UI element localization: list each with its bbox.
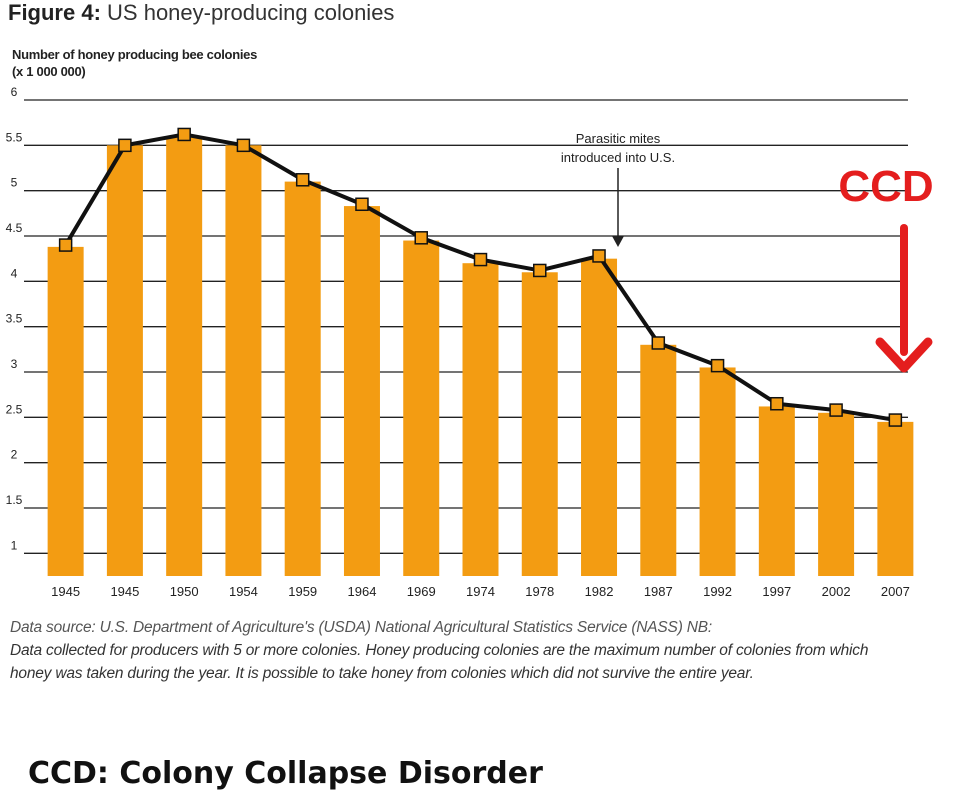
bar: [699, 367, 736, 576]
x-tick-label: 1974: [466, 584, 495, 599]
trend-point: [414, 231, 428, 245]
trend-point: [651, 336, 666, 350]
x-tick-label: 1945: [110, 584, 139, 599]
trend-line: [58, 127, 903, 427]
y-tick-label: 2: [11, 448, 18, 462]
y-tick-label: 3: [11, 357, 18, 371]
annotation-arrow-head: [612, 236, 624, 247]
bars: [47, 136, 914, 577]
y-tick-label: 3.5: [6, 312, 23, 326]
y-tick-label: 6: [11, 85, 18, 99]
x-tick-label: 1945: [51, 584, 80, 599]
trend-point: [533, 263, 547, 278]
x-tick-label: 1978: [525, 584, 554, 599]
trend-point: [592, 249, 606, 263]
figure-label: Figure 4:: [8, 0, 101, 25]
trend-point: [58, 238, 73, 252]
source-body: Data collected for producers with 5 or m…: [10, 642, 869, 682]
bar: [403, 240, 440, 577]
x-tick-label: 1959: [288, 584, 317, 599]
y-tick-label: 5.5: [6, 130, 23, 144]
bar: [758, 406, 795, 576]
trend-point: [177, 127, 191, 142]
trend-point: [770, 396, 784, 411]
y-tick-labels: 1 1.5 2 2.5 3 3.5 4 4.5 5 5.5 6: [6, 85, 23, 552]
bar: [284, 181, 321, 576]
y-axis-label-line2: (x 1 000 000): [12, 64, 86, 79]
ccd-label: CCD: [838, 162, 933, 211]
y-tick-label: 1.5: [6, 493, 23, 507]
y-tick-label: 5: [11, 176, 18, 190]
bar: [343, 206, 380, 576]
x-tick-label: 2007: [881, 584, 910, 599]
trend-point: [473, 252, 488, 267]
bar: [225, 145, 262, 577]
bar: [106, 145, 143, 577]
y-tick-label: 2.5: [6, 402, 23, 416]
mites-annotation: Parasitic mites introduced into U.S.: [561, 131, 675, 247]
y-tick-label: 4.5: [6, 221, 23, 235]
trend-point: [236, 138, 251, 153]
bar: [640, 344, 677, 576]
source-lead: Data source: U.S. Department of Agricult…: [10, 619, 713, 636]
trend-point: [355, 197, 369, 212]
ccd-arrow-head: [875, 337, 933, 373]
x-tick-label: 1950: [170, 584, 199, 599]
x-tick-label: 2002: [822, 584, 851, 599]
figure-title-text: US honey-producing colonies: [107, 0, 395, 25]
bar: [47, 246, 84, 576]
x-tick-label: 1982: [585, 584, 614, 599]
x-tick-label: 1964: [348, 584, 377, 599]
y-tick-label: 1: [11, 538, 18, 552]
bar: [521, 272, 558, 576]
ccd-callout: CCD: [838, 162, 934, 373]
trend-point: [295, 173, 310, 187]
bar: [877, 421, 914, 576]
y-axis-label-line1: Number of honey producing bee colonies: [12, 47, 258, 62]
x-tick-label: 1969: [407, 584, 436, 599]
x-tick-label: 1954: [229, 584, 258, 599]
annotation-line2: introduced into U.S.: [561, 150, 675, 165]
trend-point: [710, 358, 725, 373]
x-tick-label: 1992: [703, 584, 732, 599]
bar: [818, 412, 855, 576]
y-axis-label: Number of honey producing bee colonies (…: [12, 46, 257, 80]
trend-point: [888, 413, 903, 427]
page-caption: CCD: Colony Collapse Disorder: [28, 756, 543, 791]
x-tick-label: 1987: [644, 584, 673, 599]
x-tick-label: 1997: [762, 584, 791, 599]
data-source-note: Data source: U.S. Department of Agricult…: [10, 616, 910, 685]
trend-point: [118, 138, 132, 153]
x-tick-labels: 1945 1945 1950 1954 1959 1964 1969 1974 1978 1982…: [51, 584, 910, 599]
bar: [166, 136, 203, 576]
y-tick-label: 4: [11, 266, 18, 280]
bar: [581, 258, 618, 576]
figure-title: Figure 4: US honey-producing colonies: [8, 0, 394, 26]
trend-point: [829, 403, 843, 417]
bar: [462, 263, 499, 576]
annotation-line1: Parasitic mites: [576, 131, 661, 146]
